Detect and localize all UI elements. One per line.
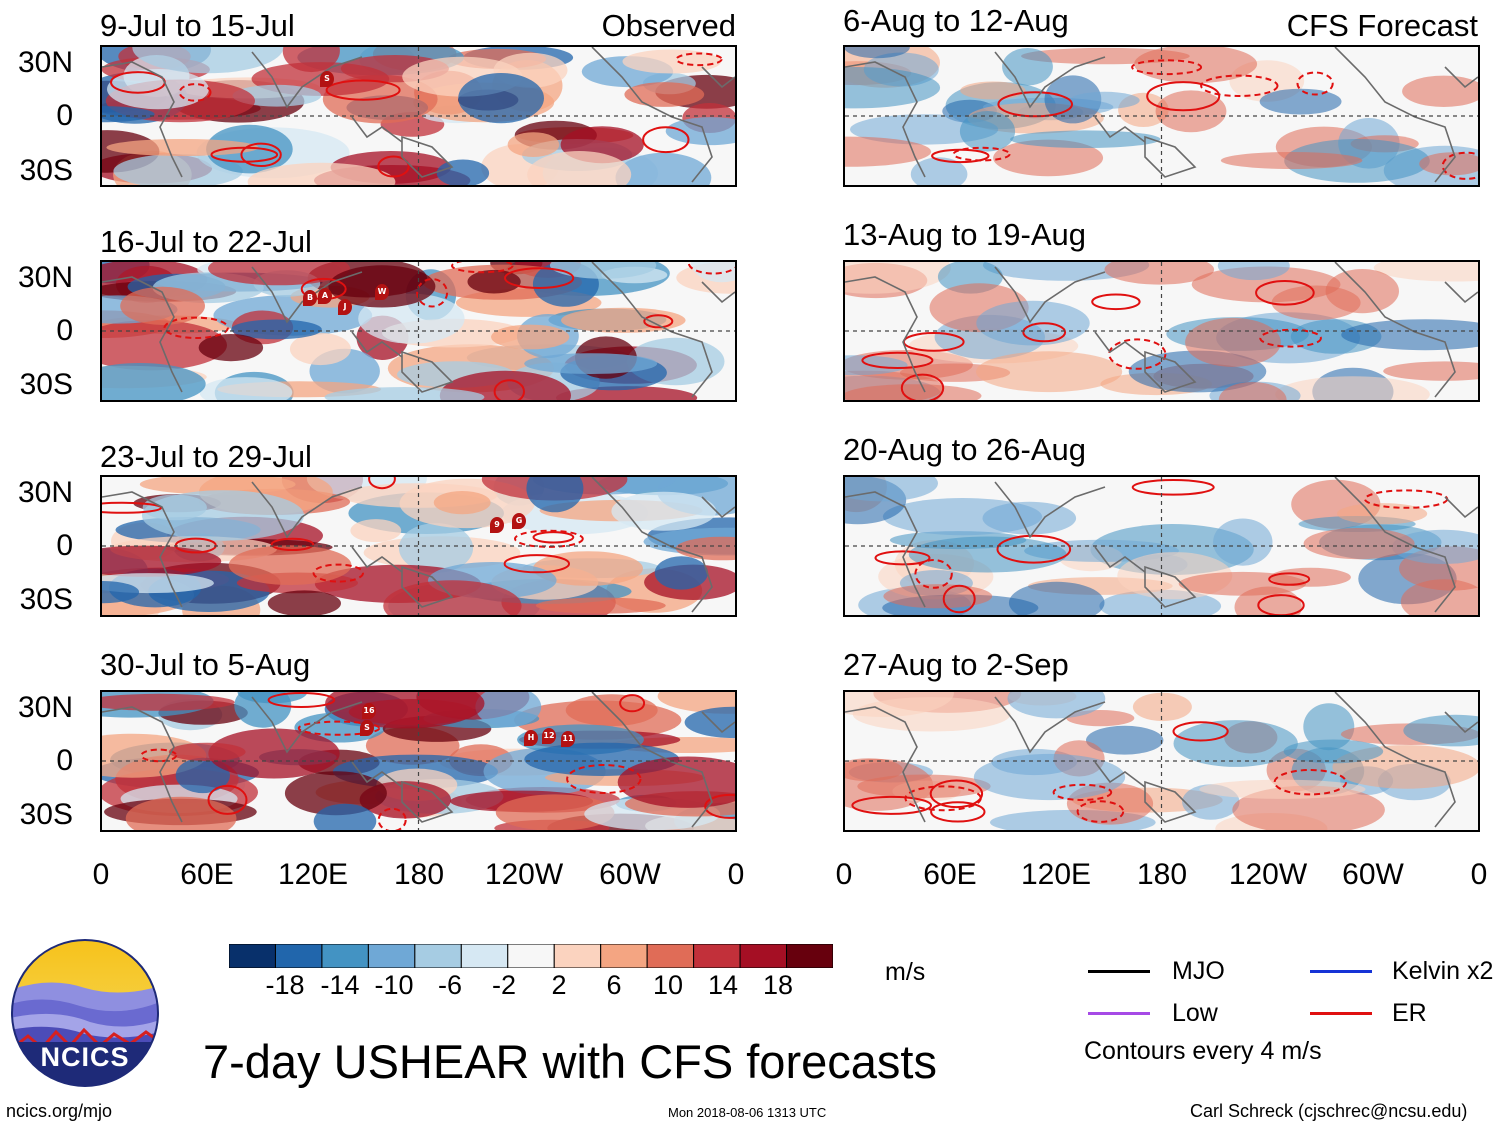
storm-marker: 9 bbox=[490, 517, 504, 533]
legend-label-er: ER bbox=[1392, 999, 1427, 1027]
panel-title-forecast-1: 6-Aug to 12-Aug bbox=[843, 3, 1069, 38]
map-observed-1 bbox=[100, 45, 737, 187]
colorbar-swatch bbox=[228, 943, 276, 969]
panel-title-forecast-3: 20-Aug to 26-Aug bbox=[843, 432, 1087, 467]
storm-marker: S bbox=[320, 71, 334, 87]
lon-label: 0 bbox=[835, 858, 853, 891]
legend-label-kelvin: Kelvin x2 bbox=[1392, 957, 1494, 985]
figure-title: 7-day USHEAR with CFS forecasts bbox=[203, 1035, 937, 1088]
colorbar-unit: m/s bbox=[885, 958, 926, 986]
colorbar-tick: 2 bbox=[551, 970, 567, 1000]
map-observed-3 bbox=[100, 475, 737, 617]
storm-marker: G bbox=[512, 513, 526, 529]
lat-label-30s: 30S bbox=[19, 798, 73, 831]
colorbar-tick: -18 bbox=[265, 970, 305, 1000]
storm-marker: A bbox=[318, 288, 332, 304]
lon-label: 0 bbox=[727, 858, 745, 891]
panel-title-observed-2: 16-Jul to 22-Jul bbox=[100, 224, 312, 259]
storm-marker: B bbox=[303, 290, 317, 306]
colorbar-swatch bbox=[321, 943, 369, 969]
lon-label: 60W bbox=[599, 858, 661, 891]
storm-marker: 11 bbox=[561, 731, 575, 747]
map-forecast-2 bbox=[843, 260, 1480, 402]
lat-label-eq: 0 bbox=[56, 744, 73, 777]
legend-line-kelvin bbox=[1310, 970, 1372, 973]
lat-label-30n: 30N bbox=[17, 261, 73, 294]
colorbar-tick: -10 bbox=[374, 970, 414, 1000]
website-link[interactable]: ncics.org/mjo bbox=[6, 1101, 113, 1121]
observed-label: Observed bbox=[601, 8, 736, 43]
lat-label-30s: 30S bbox=[19, 368, 73, 401]
lon-label: 120E bbox=[1020, 858, 1092, 891]
colorbar-swatch bbox=[367, 943, 416, 969]
colorbar-tick: 10 bbox=[652, 970, 684, 1000]
colorbar-swatch bbox=[553, 943, 602, 969]
storm-marker: 12 bbox=[542, 728, 556, 744]
panel-title-observed-3: 23-Jul to 29-Jul bbox=[100, 439, 312, 474]
colorbar-swatch bbox=[646, 943, 695, 969]
panel-title-forecast-2: 13-Aug to 19-Aug bbox=[843, 217, 1087, 252]
colorbar-swatch bbox=[274, 943, 323, 969]
colorbar-tick: -6 bbox=[437, 970, 462, 1000]
credit: Carl Schreck (cjschrec@ncsu.edu) bbox=[1190, 1101, 1468, 1121]
lat-label-eq: 0 bbox=[56, 314, 73, 347]
colorbar-swatch bbox=[786, 943, 834, 969]
timestamp: Mon 2018-08-06 1313 UTC bbox=[668, 1105, 827, 1120]
lon-label: 180 bbox=[1136, 858, 1188, 891]
lat-label-30s: 30S bbox=[19, 583, 73, 616]
lat-label-30n: 30N bbox=[17, 476, 73, 509]
colorbar-swatch bbox=[507, 943, 555, 969]
map-observed-2 bbox=[100, 260, 737, 402]
storm-marker: S bbox=[360, 720, 374, 736]
legend-label-mjo: MJO bbox=[1172, 957, 1225, 985]
colorbar-swatch bbox=[460, 943, 509, 969]
storm-marker: 16 bbox=[362, 703, 376, 719]
colorbar bbox=[228, 943, 834, 969]
lon-label: 60W bbox=[1342, 858, 1404, 891]
panel-title-observed-4: 30-Jul to 5-Aug bbox=[100, 647, 311, 682]
legend-label-low: Low bbox=[1172, 999, 1218, 1027]
lon-label: 0 bbox=[92, 858, 110, 891]
lat-label-30n: 30N bbox=[17, 691, 73, 724]
colorbar-tick: 18 bbox=[762, 970, 794, 1000]
lon-label: 60E bbox=[923, 858, 977, 891]
map-forecast-4 bbox=[843, 690, 1480, 832]
lon-label: 120W bbox=[484, 858, 564, 891]
colorbar-tick: 14 bbox=[707, 970, 739, 1000]
lat-label-eq: 0 bbox=[56, 529, 73, 562]
lon-label: 60E bbox=[180, 858, 234, 891]
storm-marker: W bbox=[375, 284, 389, 300]
storm-marker: H bbox=[524, 730, 538, 746]
colorbar-swatch bbox=[739, 943, 788, 969]
lon-label: 120W bbox=[1228, 858, 1308, 891]
lon-label: 180 bbox=[393, 858, 445, 891]
legend-line-mjo bbox=[1088, 970, 1150, 973]
colorbar-tick: -14 bbox=[320, 970, 360, 1000]
lon-label: 0 bbox=[1470, 858, 1488, 891]
map-observed-4 bbox=[100, 690, 737, 832]
lon-label: 120E bbox=[277, 858, 349, 891]
legend-line-er bbox=[1310, 1012, 1372, 1015]
map-forecast-1 bbox=[843, 45, 1480, 187]
storm-marker: J bbox=[338, 299, 352, 315]
colorbar-swatch bbox=[693, 943, 741, 969]
lat-label-eq: 0 bbox=[56, 99, 73, 132]
panel-title-forecast-4: 27-Aug to 2-Sep bbox=[843, 647, 1069, 682]
legend-line-low bbox=[1088, 1012, 1150, 1015]
contour-note: Contours every 4 m/s bbox=[1084, 1037, 1322, 1065]
ncics-logo: NCICS bbox=[10, 938, 160, 1088]
colorbar-tick: -2 bbox=[491, 970, 516, 1000]
lat-label-30n: 30N bbox=[17, 46, 73, 79]
lat-label-30s: 30S bbox=[19, 154, 73, 187]
colorbar-tick: 6 bbox=[606, 970, 622, 1000]
colorbar-swatch bbox=[600, 943, 648, 969]
logo-text: NCICS bbox=[40, 1042, 130, 1072]
colorbar-swatch bbox=[414, 943, 462, 969]
map-forecast-3 bbox=[843, 475, 1480, 617]
forecast-label: CFS Forecast bbox=[1286, 8, 1478, 43]
panel-title-observed-1: 9-Jul to 15-Jul bbox=[100, 8, 295, 43]
